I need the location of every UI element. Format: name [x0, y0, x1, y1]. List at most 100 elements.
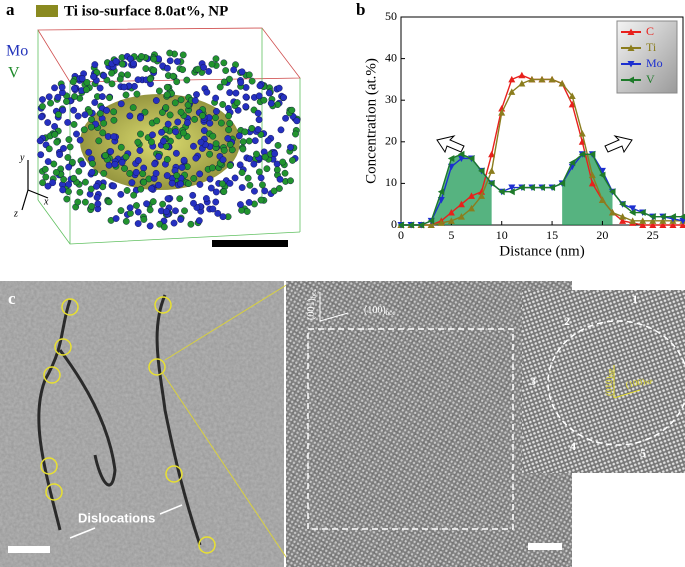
atom: [242, 103, 250, 110]
atom: [206, 175, 214, 183]
atom: [110, 133, 118, 141]
point: [619, 213, 627, 220]
legend-marker: [627, 76, 634, 84]
x-tick-label: 5: [448, 228, 454, 242]
callout-arrow: [604, 135, 633, 154]
atom: [237, 201, 244, 208]
atom: [126, 204, 134, 212]
atom: [280, 94, 288, 101]
atom: [88, 168, 96, 176]
point: [679, 213, 685, 220]
atom: [196, 170, 204, 178]
atom: [230, 66, 238, 74]
atom: [130, 191, 138, 199]
atom: [195, 217, 203, 225]
point: [528, 75, 536, 83]
atom: [260, 96, 268, 104]
atom: [159, 109, 166, 116]
atom: [196, 181, 204, 188]
atom: [245, 137, 253, 145]
atom: [163, 172, 171, 179]
atom: [65, 163, 73, 171]
atom: [192, 154, 200, 162]
atom: [226, 75, 233, 83]
legend-label: V: [646, 72, 655, 86]
point: [609, 188, 616, 196]
atom: [287, 177, 294, 185]
point: [518, 80, 526, 87]
atom: [289, 156, 296, 164]
y-tick-label: 20: [385, 134, 397, 148]
atom: [155, 181, 162, 189]
point: [468, 204, 475, 212]
atom: [251, 187, 258, 195]
atom: [177, 180, 184, 188]
atom: [172, 149, 180, 157]
point: [518, 71, 526, 79]
legend-swatch: [36, 5, 58, 17]
direction-label: (001)bcc: [306, 289, 317, 320]
point: [588, 179, 596, 187]
point: [578, 150, 586, 158]
panel-c: c Dislocations (001)bcc (100)bcc 1 2 3 4…: [0, 281, 685, 567]
atom: [63, 195, 71, 203]
atom: [180, 129, 187, 137]
atom: [132, 168, 140, 176]
atom: [282, 114, 289, 122]
atom: [39, 103, 46, 110]
atom: [253, 150, 260, 158]
atom: [42, 173, 50, 181]
atom: [142, 65, 150, 73]
atom: [83, 79, 91, 86]
atom: [110, 182, 118, 190]
atom: [124, 71, 132, 79]
atom: [117, 190, 125, 198]
point: [437, 219, 445, 226]
atom: [58, 83, 66, 91]
scale-bar: [212, 240, 288, 247]
atom: [279, 158, 287, 166]
atom: [134, 220, 142, 227]
atom: [170, 219, 178, 227]
tem-noise: [0, 281, 284, 567]
atom: [226, 119, 234, 127]
atom: [238, 169, 246, 176]
atom: [160, 137, 167, 145]
atom: [275, 185, 283, 192]
point: [488, 179, 495, 187]
atom: [177, 96, 185, 104]
atom: [197, 138, 205, 146]
atom: [45, 93, 53, 101]
point: [629, 205, 637, 212]
point: [588, 171, 596, 179]
atom: [151, 160, 159, 168]
atom: [203, 88, 211, 96]
atom: [69, 78, 77, 86]
point: [447, 217, 455, 224]
atom: [212, 114, 219, 122]
atom: [91, 61, 99, 69]
atom: [123, 187, 131, 194]
atom: [83, 86, 90, 94]
point: [508, 188, 515, 196]
species-label: V: [8, 65, 20, 82]
point: [457, 150, 465, 158]
atom: [281, 169, 289, 177]
atom: [44, 182, 52, 190]
atom: [264, 137, 272, 145]
point: [468, 192, 475, 199]
point: [578, 129, 586, 137]
atom: [212, 198, 220, 206]
atom: [248, 124, 256, 132]
atom: [242, 93, 250, 101]
atom: [220, 78, 228, 86]
atom: [209, 164, 216, 172]
atom: [134, 138, 142, 146]
atom: [74, 112, 82, 120]
atom: [209, 205, 217, 213]
atom: [79, 160, 87, 168]
y-axis-title: Concentration (at.%): [363, 58, 379, 184]
panel-label: c: [8, 289, 16, 308]
point: [548, 184, 556, 192]
